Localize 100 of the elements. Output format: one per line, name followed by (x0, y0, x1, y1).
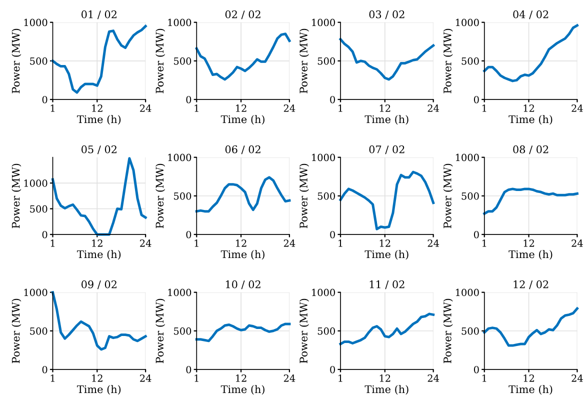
line-series (195, 322, 291, 342)
y-tick-label: 500 (318, 57, 335, 65)
y-tick-label: 500 (174, 192, 192, 200)
y-tick-label: 1000 (168, 154, 192, 162)
y-tick-label: 500 (30, 57, 48, 65)
y-tick-label: 0 (42, 96, 48, 104)
x-axis-title: Time (h) (364, 115, 408, 125)
x-tick-label: 12 (92, 374, 102, 382)
y-tick-label: 500 (318, 192, 335, 200)
x-tick-label: 12 (236, 240, 246, 247)
y-tick-label: 500 (318, 327, 335, 335)
chart-title: 08 / 02 (513, 145, 548, 154)
line-series (51, 24, 147, 94)
y-axis-title: Power (MW) (299, 298, 309, 364)
x-tick-label: 1 (194, 240, 198, 247)
y-axis-title: Power (MW) (12, 28, 22, 94)
y-tick-label: 1000 (312, 288, 335, 296)
y-tick-label: 0 (186, 230, 192, 238)
x-tick-label: 1 (50, 104, 54, 112)
y-tick-label: 1000 (24, 180, 48, 187)
y-axis-title: Power (MW) (12, 164, 22, 228)
y-tick-label: 500 (30, 205, 48, 213)
x-axis-title: Time (h) (364, 250, 408, 260)
y-tick-label: 1000 (168, 18, 192, 26)
y-axis-title: Power (MW) (443, 298, 453, 364)
y-axis-title: Power (MW) (156, 164, 166, 228)
line-series (339, 170, 435, 230)
y-tick-label: 500 (174, 57, 192, 65)
chart-title: 04 / 02 (513, 10, 548, 20)
y-tick-label: 500 (462, 327, 479, 335)
y-tick-label: 0 (474, 230, 479, 238)
x-tick-label: 12 (380, 104, 390, 112)
x-tick-label: 1 (194, 374, 198, 382)
x-tick-label: 24 (284, 240, 296, 247)
y-tick-label: 1000 (312, 154, 335, 162)
y-axis-title: Power (MW) (299, 28, 309, 94)
chart-title: 02 / 02 (225, 10, 260, 20)
line-series (195, 32, 291, 81)
x-tick-label: 24 (572, 240, 583, 247)
x-tick-label: 1 (50, 240, 54, 247)
x-tick-label: 24 (572, 374, 583, 382)
x-axis-title: Time (h) (220, 115, 264, 125)
x-axis-title: Time (h) (508, 250, 552, 260)
y-axis-title: Power (MW) (156, 298, 166, 364)
x-tick-label: 1 (338, 104, 342, 112)
chart-title: 11 / 02 (370, 280, 404, 290)
x-tick-label: 24 (428, 374, 440, 382)
y-tick-label: 0 (186, 96, 192, 104)
chart-title: 10 / 02 (226, 280, 260, 290)
y-tick-label: 0 (186, 366, 192, 374)
x-tick-label: 24 (140, 374, 152, 382)
y-tick-label: 1000 (456, 18, 479, 26)
x-tick-label: 24 (284, 104, 296, 112)
y-tick-label: 0 (474, 96, 479, 104)
x-tick-label: 1 (482, 374, 486, 382)
x-tick-label: 12 (236, 374, 246, 382)
y-tick-label: 500 (174, 327, 192, 335)
y-tick-label: 0 (330, 230, 335, 238)
x-tick-label: 1 (338, 240, 342, 247)
chart-title: 07 / 02 (369, 145, 404, 154)
y-tick-label: 0 (474, 366, 479, 374)
y-tick-label: 1000 (456, 288, 479, 296)
chart-title: 05 / 02 (82, 145, 116, 154)
y-tick-label: 1000 (312, 18, 335, 26)
y-tick-label: 500 (462, 192, 479, 200)
x-tick-label: 1 (482, 240, 486, 247)
x-tick-label: 12 (92, 240, 102, 247)
x-tick-label: 12 (524, 240, 534, 247)
x-axis-title: Time (h) (220, 250, 264, 260)
x-tick-label: 24 (140, 240, 152, 247)
y-axis-title: Power (MW) (443, 28, 453, 94)
y-tick-label: 500 (462, 57, 479, 65)
y-tick-label: 1000 (456, 154, 479, 162)
x-tick-label: 24 (428, 104, 440, 112)
line-series (195, 176, 291, 213)
x-axis-title: Time (h) (77, 250, 121, 260)
x-axis-title: Time (h) (508, 385, 552, 395)
x-tick-label: 24 (140, 104, 152, 112)
chart-title: 06 / 02 (225, 145, 260, 154)
line-series (483, 307, 578, 347)
y-tick-label: 0 (330, 96, 335, 104)
x-axis-title: Time (h) (364, 385, 408, 395)
line-series (339, 312, 435, 346)
x-tick-label: 12 (524, 104, 534, 112)
x-tick-label: 24 (284, 374, 296, 382)
x-axis-title: Time (h) (220, 385, 264, 395)
x-tick-label: 1 (194, 104, 198, 112)
x-tick-label: 12 (524, 374, 534, 382)
y-tick-label: 1000 (168, 288, 192, 296)
x-axis-title: Time (h) (77, 115, 121, 125)
y-tick-label: 1000 (24, 288, 48, 296)
y-axis-title: Power (MW) (156, 28, 166, 94)
line-series (339, 38, 435, 81)
x-tick-label: 1 (338, 374, 342, 382)
line-series (51, 157, 147, 236)
x-tick-label: 12 (92, 104, 102, 112)
chart-title: 03 / 02 (369, 10, 404, 20)
line-series (483, 188, 578, 215)
y-axis-title: Power (MW) (299, 164, 309, 228)
x-tick-label: 24 (428, 240, 440, 247)
